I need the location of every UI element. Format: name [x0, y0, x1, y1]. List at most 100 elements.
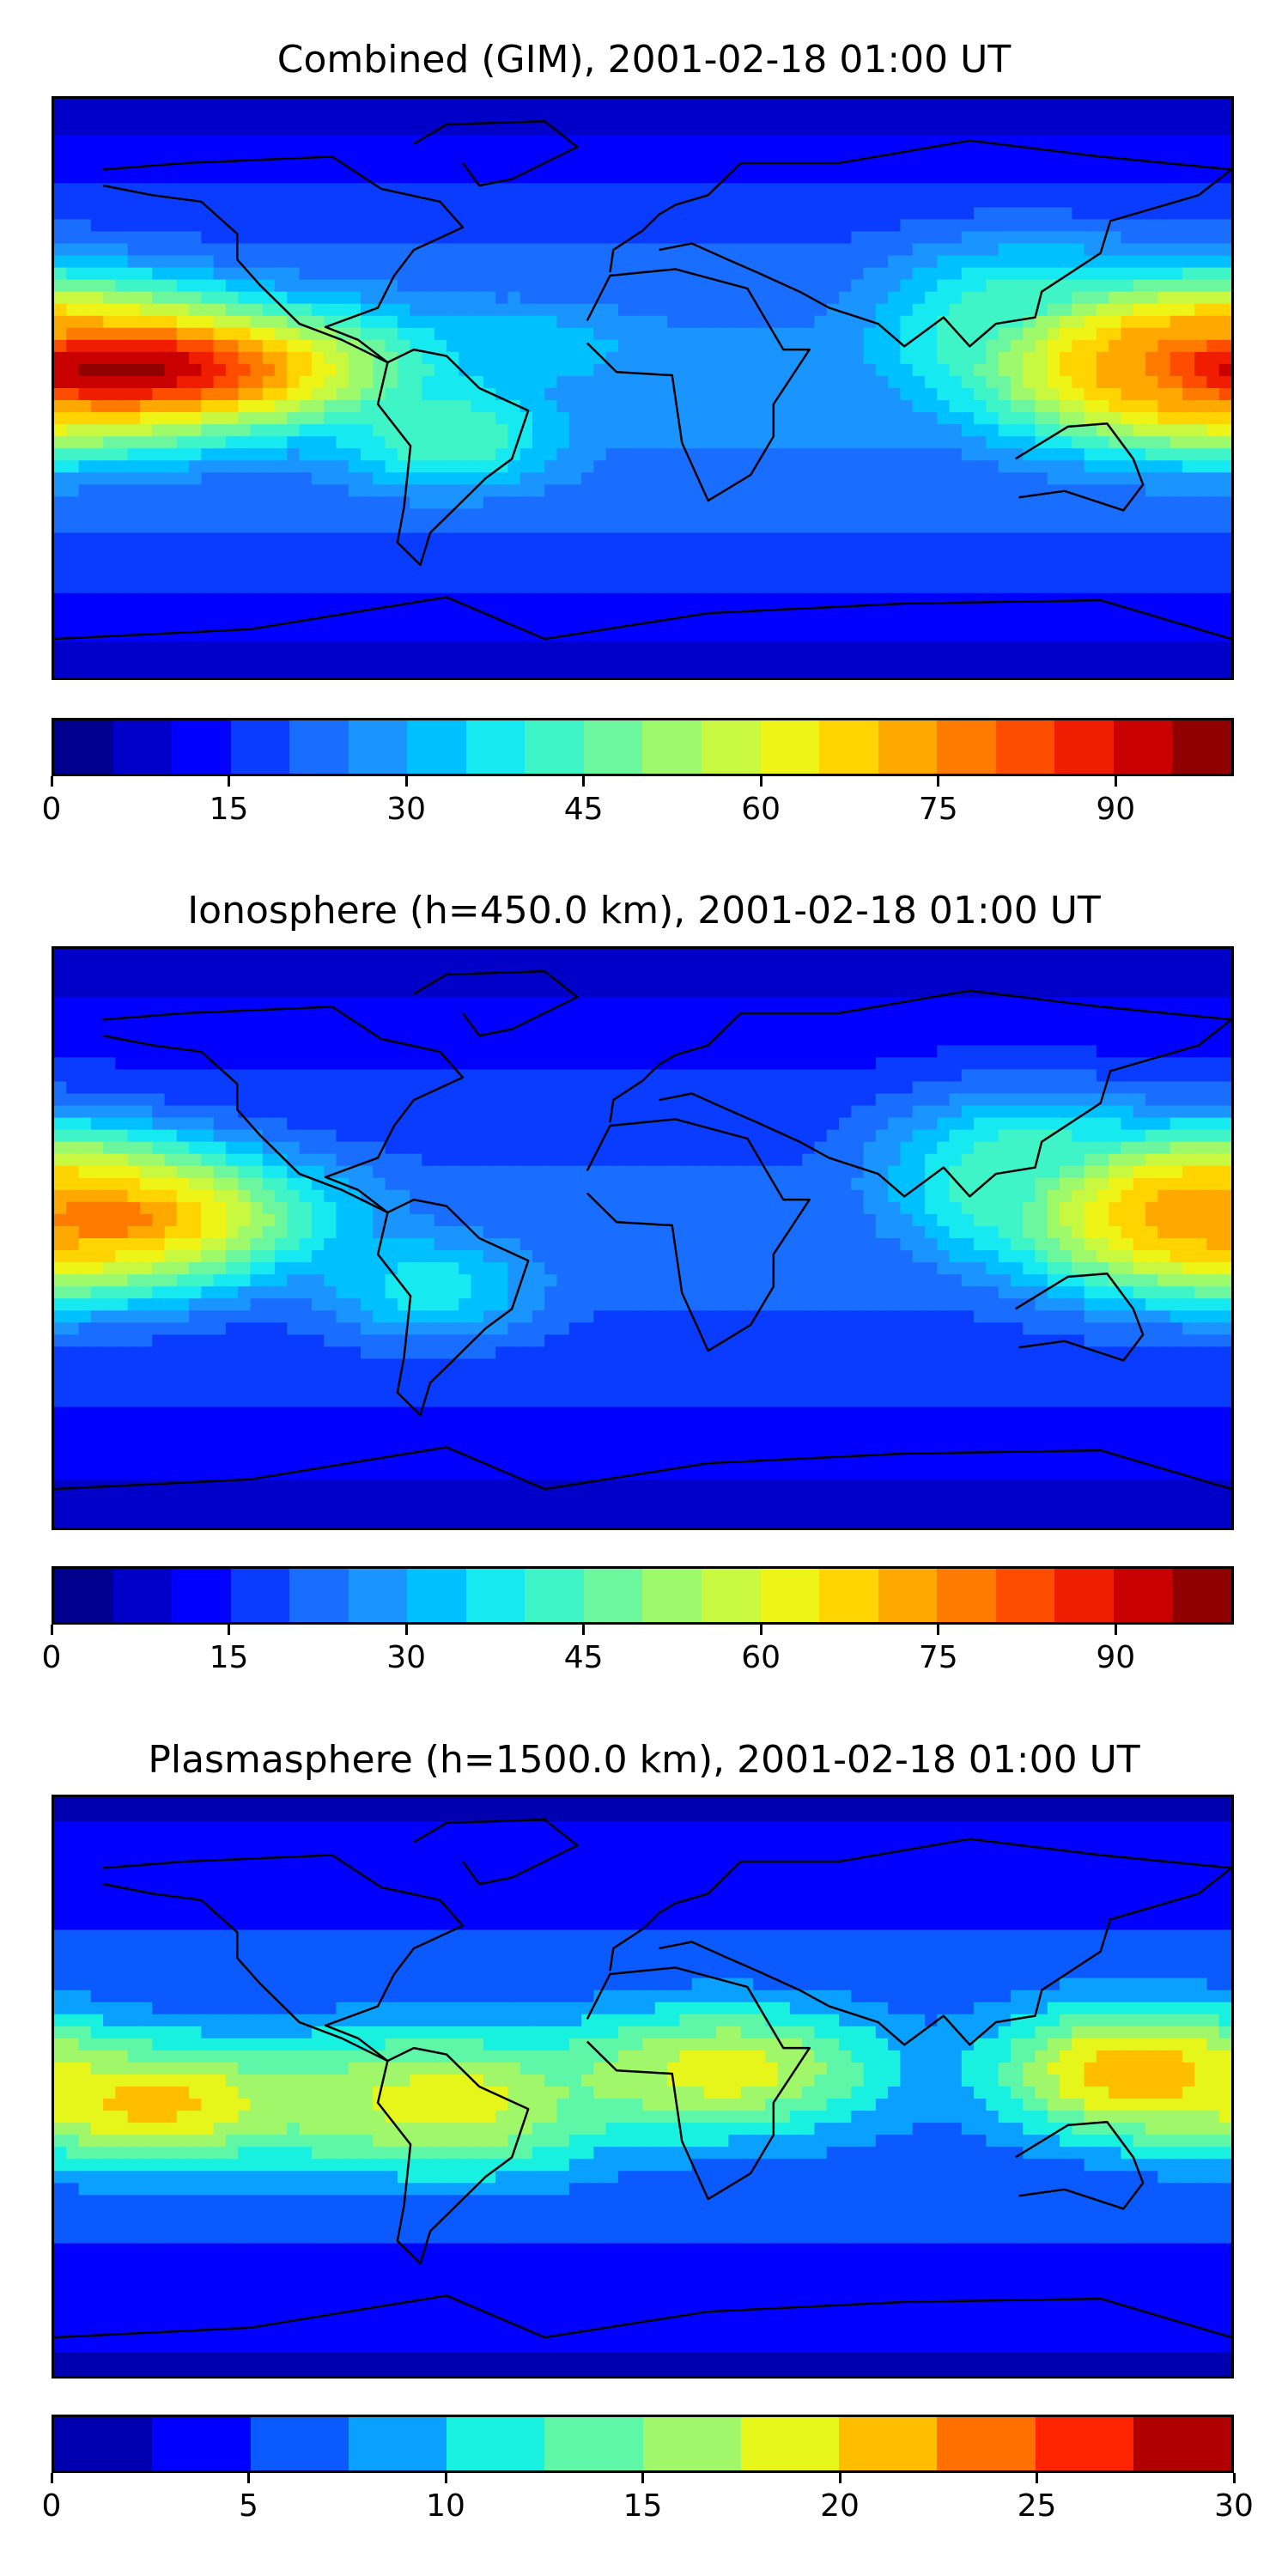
heatmap-cell [176, 243, 190, 257]
heatmap-cell [1047, 568, 1060, 582]
heatmap-cell [1194, 351, 1208, 365]
heatmap-cell [777, 351, 791, 365]
heatmap-cell [974, 363, 987, 377]
heatmap-cell [78, 315, 92, 329]
heatmap-cell [434, 147, 447, 160]
heatmap-cell [422, 400, 435, 413]
heatmap-cell [336, 255, 349, 269]
heatmap-cell [275, 231, 288, 245]
heatmap-cell [802, 195, 816, 208]
heatmap-cell [1218, 532, 1231, 546]
heatmap-cell [1182, 436, 1195, 449]
heatmap-cell [373, 508, 386, 522]
heatmap-cell [336, 171, 349, 184]
heatmap-cell [495, 436, 509, 449]
heatmap-cell [900, 315, 914, 329]
heatmap-cell [581, 949, 594, 962]
heatmap-cell [728, 568, 742, 582]
heatmap-cell [1023, 568, 1036, 582]
heatmap-cell [667, 617, 680, 630]
heatmap-cell [617, 171, 631, 184]
heatmap-cell [568, 400, 582, 413]
heatmap-cell [66, 279, 80, 293]
heatmap-cell [54, 135, 67, 148]
heatmap-cell [1218, 665, 1231, 677]
heatmap-cell [90, 375, 104, 389]
heatmap-cell [336, 111, 349, 124]
heatmap-cell [691, 448, 705, 461]
heatmap-cell [1157, 653, 1171, 666]
heatmap-cell [385, 532, 398, 546]
heatmap-cell [115, 400, 129, 413]
heatmap-cell [826, 436, 840, 449]
heatmap-cell [568, 665, 582, 677]
heatmap-cell [581, 961, 594, 974]
heatmap-cell [225, 532, 239, 546]
heatmap-cell [605, 544, 619, 558]
heatmap-cell [544, 339, 558, 353]
heatmap-cell [814, 641, 828, 654]
heatmap-cell [410, 171, 423, 184]
heatmap-cell [139, 961, 153, 974]
heatmap-cell [642, 641, 656, 654]
heatmap-cell [373, 949, 386, 962]
heatmap-cell [201, 219, 215, 233]
heatmap-cell [225, 315, 239, 329]
heatmap-cell [275, 303, 288, 317]
heatmap-cell [998, 592, 1012, 606]
heatmap-cell [1010, 508, 1024, 522]
heatmap-cell [839, 339, 852, 353]
heatmap-cell [54, 617, 67, 630]
heatmap-cell [78, 363, 92, 377]
heatmap-cell [863, 291, 877, 305]
heatmap-cell [90, 544, 104, 558]
heatmap-cell [434, 267, 447, 281]
heatmap-cell [888, 339, 902, 353]
heatmap-cell [1035, 183, 1048, 196]
heatmap-cell [777, 949, 791, 962]
heatmap-cell [581, 436, 594, 449]
heatmap-cell [986, 961, 999, 974]
heatmap-cell [311, 424, 325, 437]
heatmap-cell [164, 556, 178, 570]
heatmap-cell [275, 544, 288, 558]
heatmap-cell [568, 207, 582, 221]
heatmap-cell [422, 171, 435, 184]
heatmap-cell [287, 629, 301, 642]
heatmap-cell [459, 135, 472, 148]
heatmap-cell [311, 315, 325, 329]
heatmap-cell [863, 460, 877, 473]
heatmap-cell [1060, 315, 1072, 329]
heatmap-cell [447, 520, 459, 534]
heatmap-cell [103, 243, 117, 257]
heatmap-cell [532, 472, 545, 485]
heatmap-cell [336, 653, 349, 666]
heatmap-cell [937, 363, 951, 377]
heatmap-cell [617, 605, 631, 618]
heatmap-cell [90, 219, 104, 233]
heatmap-cell [275, 279, 288, 293]
heatmap-cell [593, 219, 607, 233]
heatmap-cell [1182, 412, 1195, 425]
heatmap-cell [348, 279, 361, 293]
heatmap-cell [924, 159, 938, 172]
heatmap-cell [789, 508, 803, 522]
heatmap-cell [1133, 291, 1146, 305]
heatmap-cell [826, 207, 840, 221]
heatmap-cell [630, 641, 644, 654]
heatmap-cell [654, 605, 668, 618]
heatmap-cell [703, 375, 717, 389]
heatmap-cell [287, 159, 301, 172]
heatmap-cell [152, 147, 166, 160]
heatmap-cell [826, 291, 840, 305]
heatmap-cell [728, 424, 742, 437]
heatmap-cell [630, 961, 644, 974]
heatmap-cell [1072, 388, 1085, 401]
heatmap-cell [471, 665, 484, 677]
heatmap-cell [716, 339, 730, 353]
heatmap-cell [250, 231, 264, 245]
heatmap-cell [447, 400, 459, 413]
heatmap-cell [176, 436, 190, 449]
heatmap-cell [826, 351, 840, 365]
heatmap-cell [385, 171, 398, 184]
